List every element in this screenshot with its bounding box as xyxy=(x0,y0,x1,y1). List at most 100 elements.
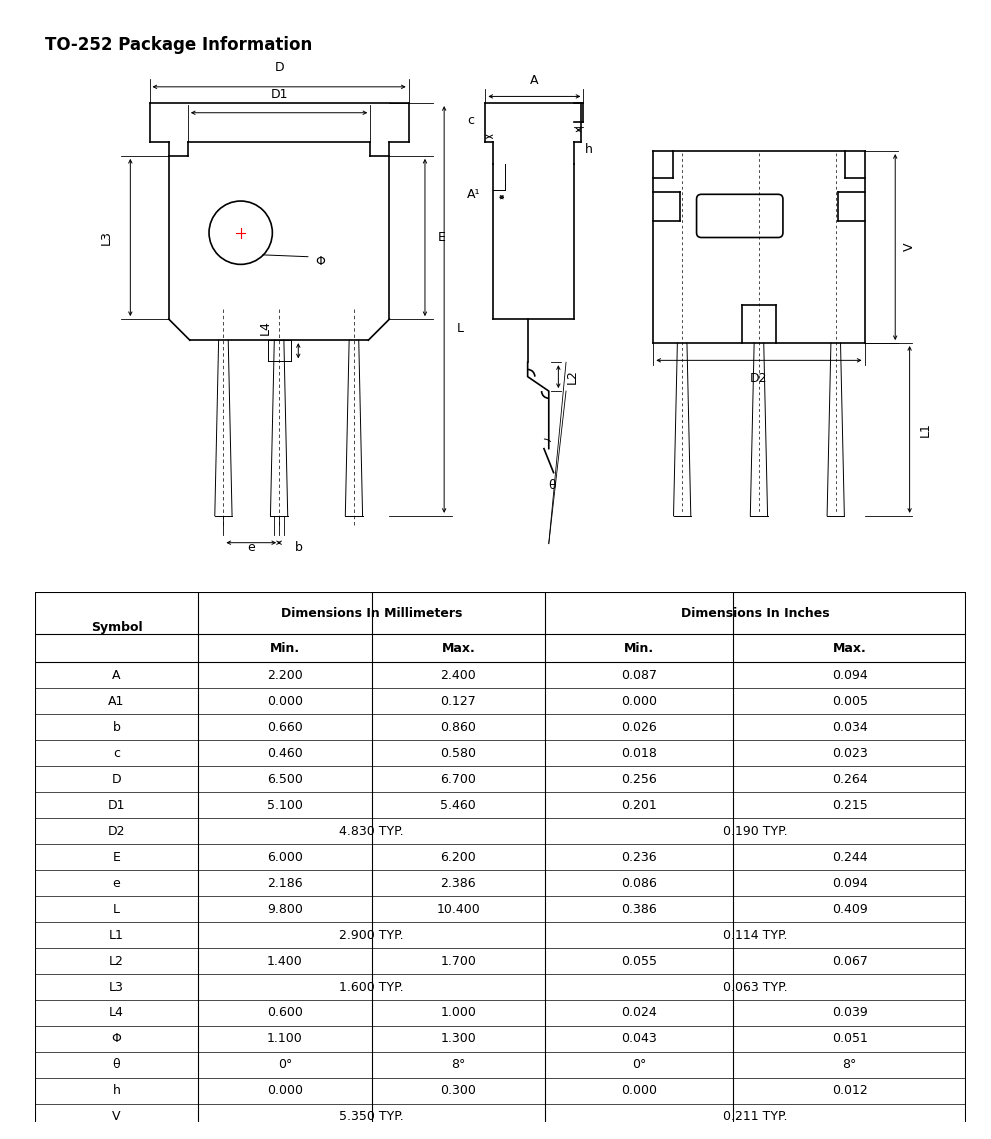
Text: D1: D1 xyxy=(108,798,125,812)
Text: 1.700: 1.700 xyxy=(440,954,477,967)
Text: D: D xyxy=(275,62,283,74)
Text: L: L xyxy=(113,902,120,916)
Text: 2.200: 2.200 xyxy=(267,669,303,682)
Text: θ: θ xyxy=(548,480,556,492)
Text: V: V xyxy=(903,243,916,252)
Text: 10.400: 10.400 xyxy=(436,902,481,916)
Text: 0.460: 0.460 xyxy=(267,747,303,760)
Text: 0.860: 0.860 xyxy=(440,721,477,734)
Text: 0.386: 0.386 xyxy=(621,902,657,916)
Text: 0.005: 0.005 xyxy=(831,695,868,707)
Text: 0.026: 0.026 xyxy=(621,721,657,734)
Text: 5.100: 5.100 xyxy=(267,798,303,812)
Text: 1.100: 1.100 xyxy=(267,1032,303,1046)
Text: c: c xyxy=(113,747,120,760)
Text: Φ: Φ xyxy=(112,1032,121,1046)
Text: h: h xyxy=(113,1084,120,1098)
Text: TO-252 Package Information: TO-252 Package Information xyxy=(45,36,312,55)
Text: A¹: A¹ xyxy=(467,188,481,200)
Text: 0.000: 0.000 xyxy=(267,1084,303,1098)
Text: 0.660: 0.660 xyxy=(267,721,303,734)
Text: 0.039: 0.039 xyxy=(831,1007,868,1019)
Text: D1: D1 xyxy=(271,88,287,101)
Text: 0.256: 0.256 xyxy=(621,772,657,786)
Text: e: e xyxy=(113,877,120,890)
Text: L1: L1 xyxy=(109,928,124,942)
Text: Min.: Min. xyxy=(624,641,654,655)
Text: 1.400: 1.400 xyxy=(267,954,303,967)
Text: L4: L4 xyxy=(109,1007,124,1019)
Text: 0.063 TYP.: 0.063 TYP. xyxy=(723,981,788,993)
Text: 0.000: 0.000 xyxy=(267,695,303,707)
Text: V: V xyxy=(112,1111,121,1123)
Text: 6.200: 6.200 xyxy=(440,851,477,863)
Text: 0.201: 0.201 xyxy=(621,798,657,812)
Text: A1: A1 xyxy=(108,695,125,707)
Text: L3: L3 xyxy=(100,230,113,245)
Text: e: e xyxy=(248,541,255,555)
Text: 2.386: 2.386 xyxy=(441,877,476,890)
Text: 0.000: 0.000 xyxy=(621,1084,657,1098)
Text: 0.244: 0.244 xyxy=(832,851,867,863)
Text: 0.236: 0.236 xyxy=(621,851,657,863)
Text: 0.018: 0.018 xyxy=(621,747,657,760)
Text: 0.094: 0.094 xyxy=(831,669,868,682)
Text: 0.034: 0.034 xyxy=(831,721,868,734)
Text: 6.500: 6.500 xyxy=(267,772,303,786)
Text: 0.211 TYP.: 0.211 TYP. xyxy=(723,1111,788,1123)
Text: 0.300: 0.300 xyxy=(440,1084,477,1098)
Text: 8°: 8° xyxy=(451,1058,466,1072)
Text: 6.000: 6.000 xyxy=(267,851,303,863)
Text: L2: L2 xyxy=(566,369,579,384)
Text: D2: D2 xyxy=(108,825,125,837)
Text: 0.127: 0.127 xyxy=(440,695,477,707)
Text: Φ: Φ xyxy=(315,255,325,268)
Text: 0.086: 0.086 xyxy=(621,877,657,890)
Text: 1.000: 1.000 xyxy=(440,1007,477,1019)
Text: Max.: Max. xyxy=(441,641,476,655)
Text: c: c xyxy=(467,114,474,128)
Text: L2: L2 xyxy=(109,954,124,967)
Text: L: L xyxy=(457,322,464,335)
Text: Dimensions In Inches: Dimensions In Inches xyxy=(682,607,829,620)
Text: 0.000: 0.000 xyxy=(621,695,657,707)
Text: h: h xyxy=(586,144,593,156)
Text: A: A xyxy=(112,669,121,682)
Text: b: b xyxy=(294,541,302,555)
Text: 0.264: 0.264 xyxy=(832,772,867,786)
Text: 0.600: 0.600 xyxy=(267,1007,303,1019)
Text: 0.190 TYP.: 0.190 TYP. xyxy=(723,825,788,837)
Text: 0.215: 0.215 xyxy=(831,798,868,812)
Text: L3: L3 xyxy=(109,981,124,993)
Text: E: E xyxy=(437,231,445,244)
Text: 1.300: 1.300 xyxy=(440,1032,477,1046)
Text: 0.012: 0.012 xyxy=(831,1084,868,1098)
Text: 0°: 0° xyxy=(277,1058,292,1072)
Text: 0.023: 0.023 xyxy=(831,747,868,760)
Text: Symbol: Symbol xyxy=(90,621,143,633)
Text: 0.024: 0.024 xyxy=(621,1007,657,1019)
Text: A: A xyxy=(530,74,539,87)
FancyBboxPatch shape xyxy=(697,195,783,238)
Text: E: E xyxy=(113,851,120,863)
Text: 8°: 8° xyxy=(842,1058,857,1072)
Text: b: b xyxy=(113,721,120,734)
Text: 2.900 TYP.: 2.900 TYP. xyxy=(339,928,404,942)
Text: 6.700: 6.700 xyxy=(440,772,477,786)
Text: Dimensions In Millimeters: Dimensions In Millimeters xyxy=(280,607,463,620)
Text: 2.400: 2.400 xyxy=(440,669,477,682)
Text: 0.409: 0.409 xyxy=(831,902,868,916)
Text: D: D xyxy=(112,772,121,786)
Text: 9.800: 9.800 xyxy=(267,902,303,916)
Text: 2.186: 2.186 xyxy=(268,877,302,890)
Text: 0°: 0° xyxy=(632,1058,646,1072)
Text: 0.051: 0.051 xyxy=(831,1032,868,1046)
Text: θ: θ xyxy=(113,1058,120,1072)
Text: D2: D2 xyxy=(750,371,768,385)
Text: 0.043: 0.043 xyxy=(621,1032,657,1046)
Text: Min.: Min. xyxy=(270,641,300,655)
Text: 1.600 TYP.: 1.600 TYP. xyxy=(339,981,404,993)
Text: 4.830 TYP.: 4.830 TYP. xyxy=(339,825,404,837)
Text: 0.114 TYP.: 0.114 TYP. xyxy=(723,928,788,942)
Text: 0.094: 0.094 xyxy=(831,877,868,890)
